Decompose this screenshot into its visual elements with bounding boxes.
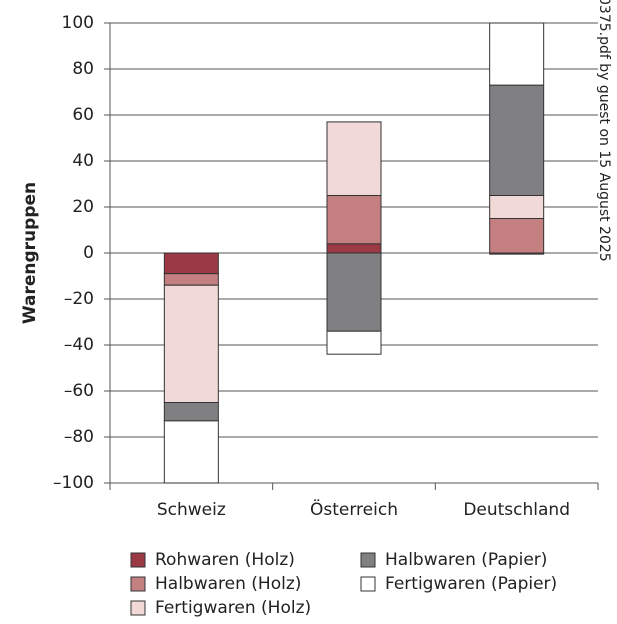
- watermark: 0375.pdf by guest on 15 August 2025: [596, 0, 612, 262]
- legend-label: Rohwaren (Holz): [155, 550, 295, 570]
- legend-swatch: [360, 576, 376, 592]
- bar-segment: [326, 195, 382, 245]
- bar-segment: [489, 218, 545, 254]
- y-tick-label: –60: [64, 381, 94, 401]
- bar-segment: [326, 330, 382, 355]
- bar-segment: [163, 284, 219, 404]
- x-tick-label: Deutschland: [463, 500, 570, 520]
- y-tick-label: 80: [72, 59, 94, 79]
- legend-swatch: [360, 552, 376, 568]
- bar-segment: [489, 22, 545, 86]
- y-tick-label: 100: [62, 13, 94, 33]
- y-axis-label: Warengruppen: [20, 182, 40, 324]
- y-tick-label: 0: [83, 243, 94, 263]
- x-tick-label: Österreich: [310, 498, 398, 520]
- legend-label: Halbwaren (Holz): [155, 574, 301, 594]
- y-tick-label: –20: [64, 289, 94, 309]
- legend-swatch: [130, 576, 146, 592]
- bar-segment: [489, 195, 545, 219]
- bar-segment: [326, 243, 382, 254]
- y-tick-label: –100: [53, 473, 94, 493]
- legend-label: Fertigwaren (Holz): [155, 598, 311, 618]
- legend-swatch: [130, 552, 146, 568]
- x-tick-label: Schweiz: [157, 500, 226, 520]
- legend-label: Fertigwaren (Papier): [385, 574, 557, 594]
- bar-segment: [163, 252, 219, 275]
- bar-segment: [326, 252, 382, 332]
- bar-segment: [489, 84, 545, 196]
- y-tick-label: 20: [72, 197, 94, 217]
- legend-label: Halbwaren (Papier): [385, 550, 547, 570]
- y-tick-label: –40: [64, 335, 94, 355]
- legend-swatch: [130, 600, 146, 616]
- bar-segment: [163, 273, 219, 286]
- y-tick-label: –80: [64, 427, 94, 447]
- bar-segment: [326, 121, 382, 196]
- bar-segment: [163, 420, 219, 484]
- bar-segment: [163, 402, 219, 422]
- y-tick-label: 40: [72, 151, 94, 171]
- y-tick-label: 60: [72, 105, 94, 125]
